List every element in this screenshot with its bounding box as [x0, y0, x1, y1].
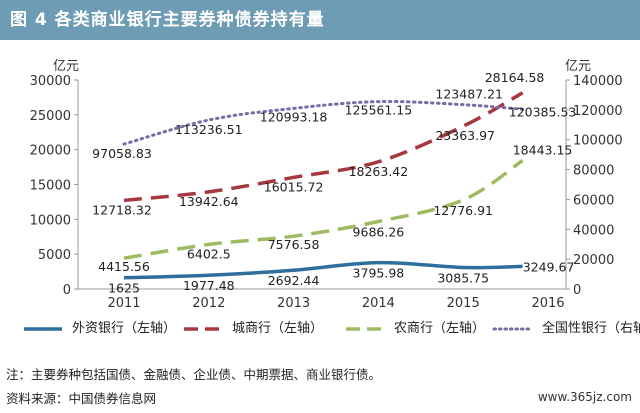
x-axis-tick-label: 2013 [277, 296, 310, 311]
legend-label: 外资银行（左轴） [72, 321, 177, 336]
chart-source: 资料来源：中国债券信息网 [6, 391, 157, 406]
series-line-0 [123, 260, 523, 280]
chart-title: 图 4 各类商业银行主要券种债券持有量 [0, 0, 640, 40]
series-line-1 [123, 91, 524, 203]
right-axis-tick-label: 0 [573, 283, 581, 298]
legend-label: 全国性银行（右轴） [542, 321, 640, 336]
x-axis-tick-label: 2012 [192, 296, 225, 311]
x-axis-tick-label: 2014 [362, 296, 395, 311]
right-axis-tick-label: 120000 [573, 104, 623, 119]
data-label: 97058.83 [92, 146, 152, 161]
data-label: 113236.51 [175, 122, 243, 137]
data-label: 28164.58 [485, 70, 545, 85]
chart-legend: 外资银行（左轴） 城商行（左轴） 农商行（左轴） 全国性银行（右轴） [0, 316, 640, 342]
x-axis-tick-label: 2015 [447, 296, 480, 311]
left-axis-unit: 亿元 [53, 59, 79, 74]
data-label: 3249.67 [523, 259, 575, 274]
right-axis-tick-label: 40000 [573, 223, 614, 238]
data-label: 3795.98 [353, 266, 405, 281]
data-label: 125561.15 [345, 103, 413, 118]
data-label: 12718.32 [92, 202, 152, 217]
data-label: 12776.91 [433, 203, 493, 218]
legend-label: 城商行（左轴） [232, 321, 324, 336]
series-line-3 [122, 99, 525, 146]
data-label: 18263.42 [349, 164, 409, 179]
data-label: 120385.53 [509, 104, 577, 119]
data-label: 13942.64 [179, 194, 239, 209]
left-axis-tick-label: 5000 [38, 248, 71, 263]
data-label: 9686.26 [353, 225, 405, 240]
data-label: 16015.72 [264, 179, 324, 194]
legend-swatch [24, 327, 62, 331]
data-label: 1625 [108, 281, 140, 296]
legend-swatch [492, 327, 534, 331]
legend-label: 农商行（左轴） [394, 321, 486, 336]
right-axis-tick-label: 140000 [573, 74, 623, 89]
data-label: 1977.48 [183, 278, 235, 293]
left-axis-tick-label: 0 [63, 283, 71, 298]
data-label: 23363.97 [435, 128, 495, 143]
left-axis-tick-label: 15000 [30, 179, 71, 194]
data-label: 120993.18 [260, 109, 328, 124]
data-label: 123487.21 [435, 87, 503, 102]
left-axis-tick-label: 10000 [30, 213, 71, 228]
data-label: 18443.15 [513, 143, 573, 158]
right-axis-unit: 亿元 [565, 59, 591, 74]
watermark: www.365jz.com [537, 390, 632, 404]
data-label: 6402.5 [187, 246, 231, 261]
left-axis-tick-label: 20000 [30, 144, 71, 159]
left-axis-tick-label: 25000 [30, 109, 71, 124]
right-axis-tick-label: 100000 [573, 134, 623, 149]
right-axis-tick-label: 80000 [573, 164, 614, 179]
data-label: 2692.44 [268, 273, 320, 288]
right-axis-tick-label: 60000 [573, 193, 614, 208]
left-axis-tick-label: 30000 [30, 74, 71, 89]
x-axis-tick-label: 2016 [531, 296, 564, 311]
data-label: 7576.58 [268, 237, 320, 252]
x-axis-tick-label: 2011 [107, 296, 140, 311]
right-axis-tick-label: 20000 [573, 253, 614, 268]
data-label: 3085.75 [437, 271, 489, 286]
legend-swatch [346, 327, 384, 331]
data-label: 4415.56 [98, 259, 150, 274]
legend-swatch [184, 327, 222, 331]
line-chart: 050001000015000200002500030000亿元02000040… [30, 59, 623, 311]
chart-note: 注：主要券种包括国债、金融债、企业债、中期票据、商业银行债。 [6, 367, 382, 382]
